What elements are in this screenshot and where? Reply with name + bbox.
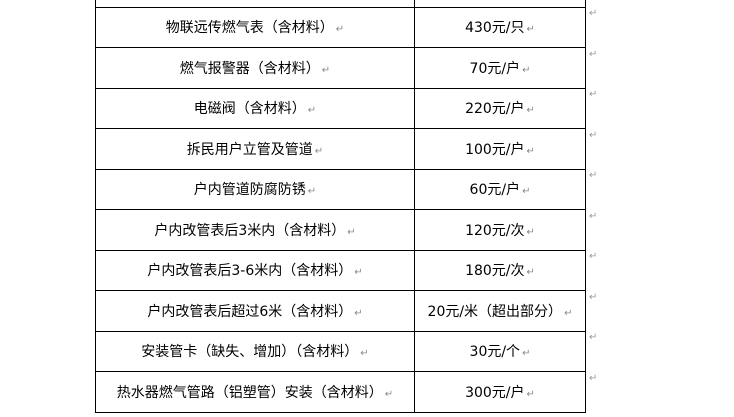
table-row: 户内管道防腐防锈 ↵ 60元/户 ↵: [95, 168, 586, 210]
price-cell[interactable]: 180元/次 ↵: [414, 249, 586, 291]
paragraph-mark: ↵: [526, 267, 535, 279]
item-text: 热水器燃气管路（铝塑管）安装（含材料）: [116, 384, 383, 401]
table-row: 热水器燃气管路（铝塑管）安装（含材料） ↵ 300元/户 ↵: [95, 371, 586, 413]
price-cell[interactable]: 300元/户 ↵: [414, 371, 586, 413]
price-text: 60元/户: [469, 182, 521, 199]
table-row: 户内改管表后3米内（含材料） ↵ 120元/次 ↵: [95, 209, 586, 251]
item-cell[interactable]: 热水器燃气管路（铝塑管）安装（含材料） ↵: [95, 371, 415, 413]
item-text: 拆民用户立管及管道: [186, 141, 313, 158]
table-row: 户内改管表后超过6米（含材料） ↵ 20元/米（超出部分） ↵: [95, 290, 586, 332]
price-cell[interactable]: 100元/户 ↵: [414, 128, 586, 170]
row-end-mark: ↵: [589, 48, 598, 60]
item-cell[interactable]: 燃气报警器（含材料） ↵: [95, 47, 415, 89]
paragraph-mark: ↵: [564, 307, 573, 319]
paragraph-mark: ↵: [384, 388, 394, 400]
price-text: 180元/次: [465, 263, 525, 280]
table-row: 燃气报警器（含材料） ↵ 70元/户 ↵: [95, 47, 586, 89]
item-cell[interactable]: 户内改管表后3-6米内（含材料） ↵: [95, 249, 415, 291]
row-end-mark: ↵: [589, 89, 598, 100]
price-text: 430元/只: [465, 20, 525, 37]
price-text: 30元/个: [469, 344, 521, 361]
paragraph-mark: ↵: [307, 186, 317, 198]
price-cell[interactable]: 20元/米（超出部分） ↵: [414, 290, 586, 332]
item-text: 安装管卡（缺失、增加）（含材料）: [141, 344, 359, 361]
item-cell[interactable]: 物联远传燃气表（含材料） ↵: [95, 6, 415, 48]
paragraph-mark: ↵: [347, 226, 356, 238]
table-row: 物联远传燃气表（含材料） ↵ 430元/只 ↵: [95, 6, 586, 48]
price-cell[interactable]: 430元/只 ↵: [414, 6, 586, 48]
row-end-mark: ↵: [589, 332, 598, 343]
paragraph-mark: ↵: [526, 105, 535, 117]
price-text: 100元/户: [465, 141, 525, 158]
price-text: 300元/户: [465, 384, 525, 401]
paragraph-mark: ↵: [354, 267, 363, 279]
item-cell[interactable]: 拆民用户立管及管道 ↵: [95, 128, 415, 170]
price-cell[interactable]: 70元/户 ↵: [414, 47, 586, 89]
paragraph-mark: ↵: [335, 24, 345, 36]
item-cell[interactable]: 户内改管表后3米内（含材料） ↵: [95, 209, 415, 251]
paragraph-mark: ↵: [354, 307, 363, 319]
table-row: 安装管卡（缺失、增加）（含材料） ↵ 30元/个 ↵: [95, 330, 586, 372]
item-cell[interactable]: 安装管卡（缺失、增加）（含材料） ↵: [95, 330, 415, 372]
item-cell[interactable]: 户内管道防腐防锈 ↵: [95, 168, 415, 210]
table-row: 电磁阀（含材料） ↵ 220元/户 ↵: [95, 87, 586, 129]
row-end-mark: ↵: [589, 291, 598, 303]
row-end-mark: ↵: [589, 8, 598, 19]
paragraph-mark: ↵: [314, 145, 324, 157]
row-end-mark: ↵: [589, 210, 598, 222]
paragraph-mark: ↵: [307, 105, 317, 117]
table-row: 拆民用户立管及管道 ↵ 100元/户 ↵: [95, 128, 586, 170]
item-text: 电磁阀（含材料）: [193, 101, 306, 118]
table-row: [95, 0, 586, 8]
item-text: 户内改管表后超过6米（含材料）: [147, 303, 353, 320]
row-end-mark: ↵: [589, 372, 598, 384]
item-text: 户内管道防腐防锈: [193, 182, 306, 199]
price-cell[interactable]: 60元/户 ↵: [414, 168, 586, 210]
item-text: 物联远传燃气表（含材料）: [165, 20, 334, 37]
paragraph-mark: ↵: [522, 186, 531, 198]
paragraph-mark: ↵: [522, 348, 531, 360]
item-text: 户内改管表后3-6米内（含材料）: [147, 263, 353, 280]
paragraph-mark: ↵: [526, 24, 535, 36]
price-text: 20元/米（超出部分）: [427, 303, 563, 320]
paragraph-mark: ↵: [321, 64, 331, 76]
price-text: 220元/户: [465, 101, 525, 118]
paragraph-mark: ↵: [522, 64, 531, 76]
price-cell[interactable]: [414, 0, 586, 8]
paragraph-mark: ↵: [360, 348, 369, 360]
price-table: 物联远传燃气表（含材料） ↵ 430元/只 ↵ 燃气报警器（含材料） ↵ 70元/户 ↵ 电磁阀…: [95, 0, 586, 413]
price-cell[interactable]: 30元/个 ↵: [414, 330, 586, 372]
table-row: 户内改管表后3-6米内（含材料） ↵ 180元/次 ↵: [95, 249, 586, 291]
row-end-mark: ↵: [589, 129, 598, 141]
item-cell[interactable]: 电磁阀（含材料） ↵: [95, 87, 415, 129]
item-cell[interactable]: [95, 0, 415, 8]
row-end-mark: ↵: [589, 251, 598, 262]
item-text: 户内改管表后3米内（含材料）: [154, 222, 346, 239]
price-text: 70元/户: [469, 60, 521, 77]
paragraph-mark: ↵: [526, 388, 535, 400]
paragraph-mark: ↵: [526, 226, 535, 238]
price-cell[interactable]: 220元/户 ↵: [414, 87, 586, 129]
price-cell[interactable]: 120元/次 ↵: [414, 209, 586, 251]
item-text: 燃气报警器（含材料）: [179, 60, 320, 77]
row-end-mark: ↵: [589, 170, 598, 181]
paragraph-mark: ↵: [526, 145, 535, 157]
item-cell[interactable]: 户内改管表后超过6米（含材料） ↵: [95, 290, 415, 332]
price-text: 120元/次: [465, 222, 525, 239]
